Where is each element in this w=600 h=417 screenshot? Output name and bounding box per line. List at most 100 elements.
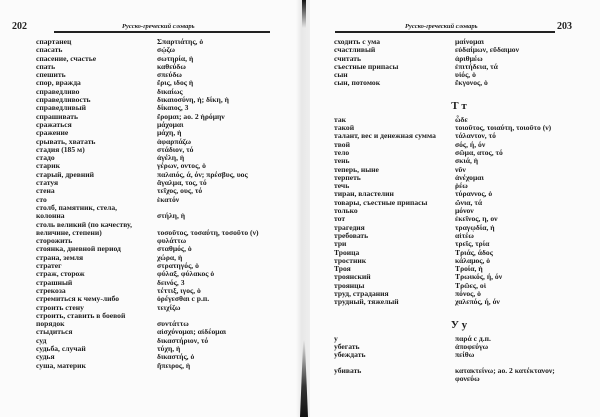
russian-term: страшный bbox=[36, 277, 73, 287]
russian-term: Троя bbox=[334, 264, 351, 274]
russian-term: тот bbox=[334, 214, 346, 224]
greek-translation: δικαίως bbox=[157, 86, 183, 96]
dictionary-entry: суша, материк ἤπειρος, ἡ bbox=[36, 360, 291, 370]
greek-translation: νῦν bbox=[455, 164, 466, 174]
russian-term: строить стену bbox=[36, 302, 84, 312]
dictionary-entry: сын, потомок ἔκγονος, ὁ bbox=[334, 79, 584, 88]
russian-term: старик bbox=[36, 161, 60, 171]
russian-term: суд bbox=[36, 335, 47, 345]
greek-translation: τύχη, ἡ bbox=[157, 343, 181, 353]
greek-translation: μόνον bbox=[455, 206, 474, 216]
greek-translation: μάχομαι bbox=[157, 119, 184, 129]
dictionary-entry: старик γέρων, οντος, ὁ bbox=[36, 161, 291, 171]
greek-translation: ἔρομαι; ао. 2 ἠρόμην bbox=[157, 111, 225, 121]
dictionary-entry: справедливо δικαίως bbox=[36, 86, 291, 96]
letter-section-header: У у bbox=[450, 318, 468, 331]
greek-translation: φυλάττω bbox=[157, 236, 187, 246]
greek-translation: σῶμα, ατος, τό bbox=[455, 147, 503, 157]
greek-translation: τραγῳδία, ἡ bbox=[455, 222, 495, 232]
russian-term: тиран, властелин bbox=[334, 189, 394, 199]
dictionary-entry: сторожить φυλάττω bbox=[36, 236, 291, 246]
dictionary-entry: страшный δεινός, 3 bbox=[36, 277, 291, 287]
dictionary-entry: сын υἱός, ὁ bbox=[334, 70, 584, 80]
letter-section-header: Т т bbox=[451, 99, 467, 112]
dictionary-entry: φονεύω bbox=[334, 374, 584, 383]
greek-translation: Τρῶες, οἱ bbox=[455, 280, 487, 290]
greek-translation: Τριάς, άδος bbox=[455, 247, 493, 257]
greek-translation: συντάττω bbox=[157, 319, 189, 329]
greek-translation: ἐπιτήδεια, τά bbox=[455, 61, 498, 71]
russian-term: судья bbox=[36, 352, 55, 362]
dictionary-entry: тело σῶμα, ατος, τό bbox=[334, 147, 584, 157]
russian-term: убеждать bbox=[334, 350, 366, 360]
dictionary-entry: стыдиться αἰσχύνομαι; αἰδέομαι bbox=[36, 327, 291, 337]
greek-translation: τύραννος, ὁ bbox=[455, 189, 493, 199]
right-page: 203 Русско-греческий словарь сходить с у… bbox=[310, 0, 600, 417]
dictionary-entry: суд δικαστήριον, τό bbox=[36, 335, 291, 345]
dictionary-entry: страж, сторож φύλαξ, φύλακος ὁ bbox=[36, 270, 291, 279]
dictionary-entry: справедливый δίκαιος, 3 bbox=[36, 103, 291, 113]
greek-translation: ἑκατόν bbox=[157, 194, 180, 204]
russian-term: спасать bbox=[36, 45, 63, 55]
greek-translation: ἐκεῖνος, η, ον bbox=[455, 214, 498, 224]
dictionary-entry: так ὧδε bbox=[334, 114, 584, 124]
greek-translation: κάλαμος, ὁ bbox=[455, 255, 491, 265]
russian-term: тростник bbox=[334, 255, 367, 265]
dictionary-entry: три τρεῖς, τρία bbox=[334, 239, 584, 249]
dictionary-entry: счастливый εὐδαίμων, εὔδαιμον bbox=[334, 45, 584, 55]
greek-translation: αἰσχύνομαι; αἰδέομαι bbox=[157, 327, 227, 337]
dictionary-entry: справедливость δικαιοσύνη, ἡ; δίκη, ἡ bbox=[36, 95, 291, 104]
russian-term: срывать, хватать bbox=[36, 136, 96, 146]
dictionary-entry: столь великий (по качеству, bbox=[36, 220, 291, 229]
greek-translation: τεῖχος, ους, τό bbox=[157, 186, 203, 196]
russian-term: трудный, тяжелый bbox=[334, 297, 399, 307]
russian-term: сражение bbox=[36, 128, 69, 138]
dictionary-entry: убеждать πείθω bbox=[334, 350, 584, 360]
russian-term: сын bbox=[334, 70, 348, 80]
greek-translation: δικαστής, ὁ bbox=[157, 352, 195, 362]
russian-term: убегать bbox=[334, 341, 360, 351]
russian-term: сторожить bbox=[36, 236, 73, 246]
dictionary-entry: стадо ἀγέλη, ἡ bbox=[36, 153, 291, 163]
dictionary-entry: троянский Τρωικός, ή, όν bbox=[334, 273, 584, 282]
russian-term: справедливо bbox=[36, 86, 80, 96]
russian-term: старый, древний bbox=[36, 169, 94, 179]
page-number: 203 bbox=[557, 21, 572, 32]
dictionary-entry: строить, ставить в боевой bbox=[36, 311, 291, 320]
book-spine-bottom bbox=[300, 340, 308, 417]
dictionary-entries: сходить с ума μαίνομαι счастливый εὐδαίμων,… bbox=[334, 37, 584, 383]
russian-term: товары, съестные припасы bbox=[334, 197, 428, 207]
dictionary-entry: считать ἀριθμέω bbox=[334, 54, 584, 63]
russian-term: требовать bbox=[334, 230, 369, 240]
russian-term: справедливый bbox=[36, 103, 87, 113]
dictionary-entry: твой σός, ή, όν bbox=[334, 140, 584, 149]
dictionary-entry: стрекоза τέττιξ, ιγος, ὁ bbox=[36, 286, 291, 295]
greek-translation: τοσοῦτος, τοσαύτη, τοσοῦτο (ν) bbox=[157, 227, 259, 237]
greek-translation: Σπαρτιάτης, ὁ bbox=[157, 37, 204, 46]
russian-term: Троица bbox=[334, 247, 360, 257]
greek-translation: ἀγέλη, ἡ bbox=[157, 153, 185, 163]
dictionary-entry: тот ἐκεῖνος, η, ον bbox=[334, 214, 584, 224]
dictionary-entry: спешить σπεύδω bbox=[36, 70, 291, 80]
russian-term: терпеть bbox=[334, 172, 361, 182]
dictionary-entry: сражаться μάχομαι bbox=[36, 119, 291, 129]
greek-translation: παρά с д.п. bbox=[455, 333, 491, 343]
russian-term: колонна bbox=[36, 211, 65, 221]
dictionary-entry: Троица Τριάς, άδος bbox=[334, 247, 584, 257]
russian-term: труд, страдания bbox=[334, 289, 389, 299]
russian-term: так bbox=[334, 114, 346, 124]
russian-term: течь bbox=[334, 181, 350, 191]
russian-term: суша, материк bbox=[36, 360, 86, 370]
greek-translation: υἱός, ὁ bbox=[455, 70, 476, 80]
greek-translation: ἁφαρπάζω bbox=[157, 136, 192, 146]
dictionary-entry: сходить с ума μαίνομαι bbox=[334, 37, 584, 46]
greek-translation: σπεύδω bbox=[157, 70, 182, 80]
russian-term: величине, степени) bbox=[36, 227, 102, 237]
dictionary-entry: тиран, властелин τύραννος, ὁ bbox=[334, 189, 584, 199]
greek-translation: δικαστήριον, τό bbox=[157, 335, 209, 345]
greek-translation: τάλαντον, τό bbox=[455, 131, 496, 141]
greek-translation: εὐδαίμων, εὔδαιμον bbox=[455, 45, 519, 55]
dictionary-entry: труд, страдания πόνος, ὁ bbox=[334, 289, 584, 299]
greek-translation: ἄγαλμα, τος, τό bbox=[157, 178, 207, 188]
russian-term: три bbox=[334, 239, 347, 249]
